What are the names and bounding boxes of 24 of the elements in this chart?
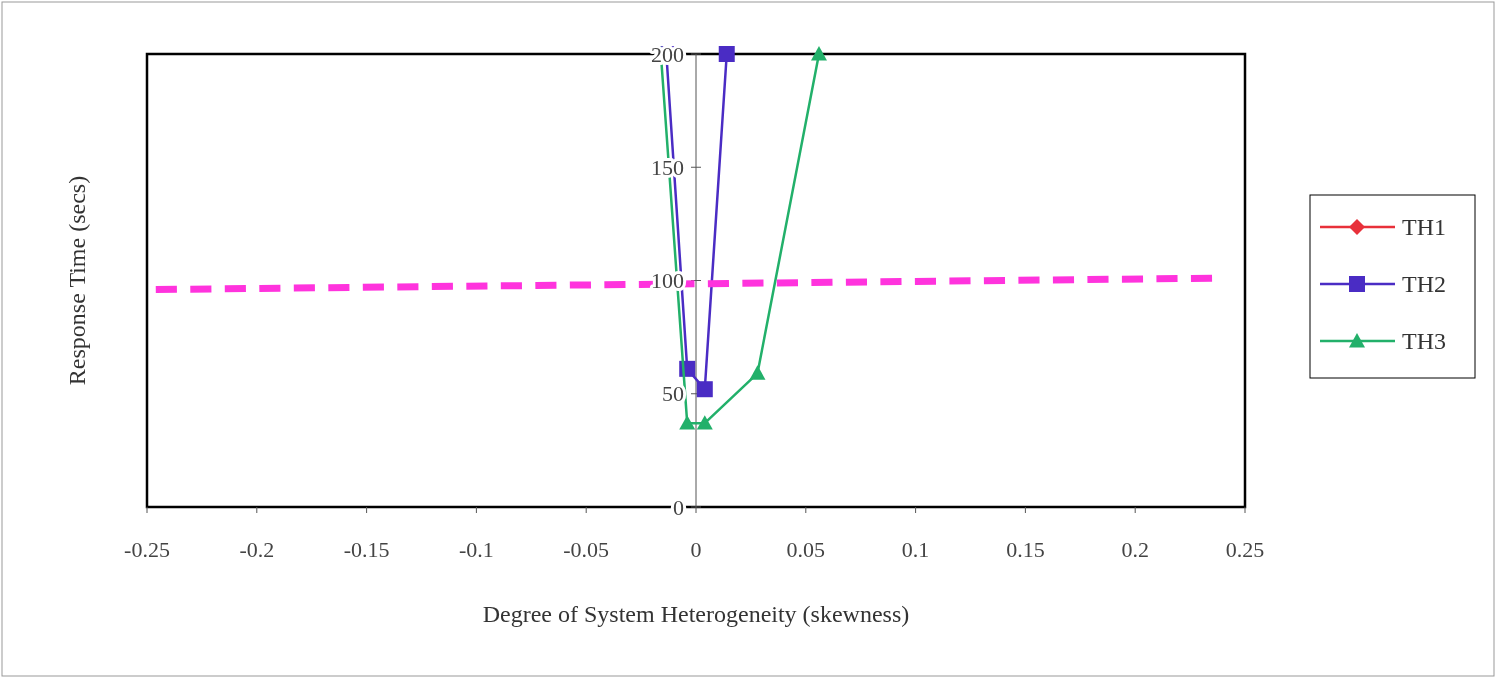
point	[696, 381, 713, 398]
legend-label: TH1	[1402, 214, 1446, 241]
legend-label: TH2	[1402, 271, 1446, 298]
y-tick-label: 200	[651, 41, 684, 67]
x-axis-title: Degree of System Heterogeneity (skewness)	[482, 601, 910, 627]
point	[696, 415, 713, 430]
x-tick-label: 0.05	[786, 537, 826, 562]
x-tick-label: -0.2	[239, 537, 275, 562]
legend-label: TH3	[1402, 328, 1446, 355]
x-tick-label: -0.25	[124, 537, 170, 562]
point	[749, 365, 766, 380]
x-tick-label: 0.15	[1006, 537, 1045, 562]
y-axis-title: Response Time (secs)	[64, 175, 90, 386]
x-tick-label: -0.05	[563, 537, 610, 562]
x-tick-label: -0.15	[343, 537, 390, 562]
x-tick-label: 0.1	[901, 537, 930, 562]
x-tick-label: 0.2	[1121, 537, 1149, 562]
y-tick-label: 50	[662, 381, 684, 407]
x-tick-label: 0	[690, 537, 702, 562]
point	[679, 415, 696, 430]
point	[810, 46, 827, 61]
point	[718, 46, 735, 62]
x-tick-label: 0.25	[1225, 537, 1265, 562]
x-tick-label: -0.1	[458, 537, 494, 562]
